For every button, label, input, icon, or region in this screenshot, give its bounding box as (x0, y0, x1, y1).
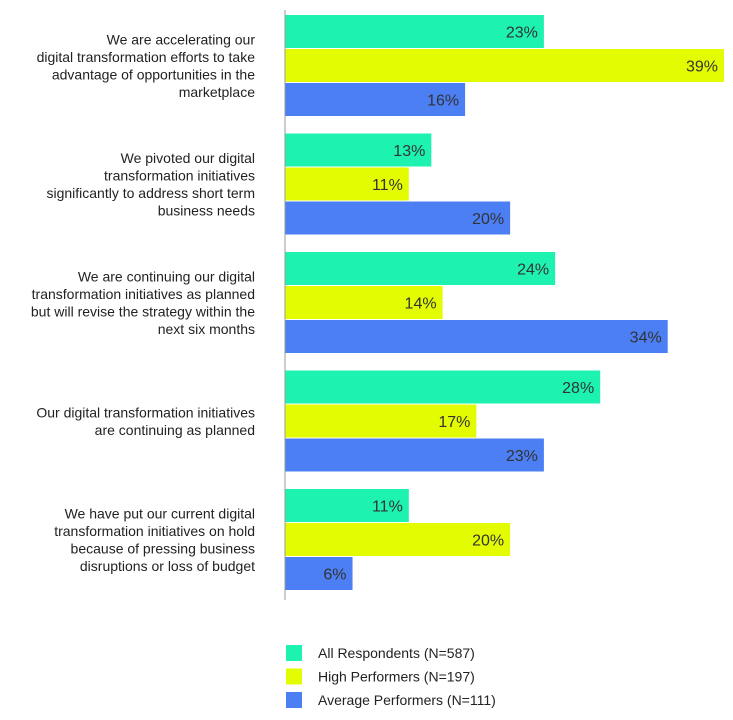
category-label-line: We pivoted our digital (121, 150, 255, 166)
value-label-3-series-1: 24% (517, 262, 549, 279)
category-label-line: are continuing as planned (95, 422, 255, 438)
value-label-2-series-2: 11% (372, 177, 403, 194)
value-label-2-series-3: 20% (472, 211, 504, 228)
value-label-2-series-1: 13% (393, 143, 425, 160)
category-label-line: transformation initiatives (104, 167, 255, 183)
bar-4-series-1 (285, 370, 601, 404)
bar-2-series-1 (285, 133, 432, 167)
value-label-1-series-3: 16% (427, 93, 459, 110)
bar-4-series-2 (285, 404, 477, 438)
bar-4-series-3 (285, 438, 544, 472)
legend-swatch-1 (286, 645, 302, 661)
category-label-line: next six months (158, 321, 255, 337)
value-label-3-series-2: 14% (405, 296, 437, 313)
bars-layer: 23% 39% 16% 13% 11% 20% 24% 14% 34% 28% 17% 23% 11% 2… (285, 15, 724, 590)
category-label-line: We have put our current digital (65, 505, 255, 521)
value-label-3-series-3: 34% (630, 330, 662, 347)
category-label-3: We are continuing our digital transformat… (31, 268, 255, 337)
bar-5-series-1 (285, 489, 409, 522)
legend: All Respondents (N=587) High Performers (… (286, 645, 496, 708)
legend-label-1: All Respondents (N=587) (318, 645, 475, 661)
bar-2-series-3 (285, 201, 511, 235)
legend-swatch-3 (286, 692, 302, 708)
category-label-line: transformation initiatives as planned (32, 286, 255, 302)
category-label-line: marketplace (179, 84, 255, 100)
category-label-line: transformation initiatives on hold (54, 523, 255, 539)
bar-3-series-3 (285, 320, 668, 353)
category-label-line: but will revise the strategy within the (31, 303, 255, 319)
bar-3-series-1 (285, 252, 556, 285)
category-label-4: Our digital transformation initiatives ar… (36, 404, 255, 438)
legend-swatch-2 (286, 668, 302, 685)
bar-1-series-2 (285, 49, 724, 82)
bar-3-series-2 (285, 286, 443, 319)
value-label-4-series-2: 17% (438, 414, 470, 431)
bar-1-series-3 (285, 83, 466, 116)
bar-1-series-1 (285, 15, 544, 48)
value-label-5-series-1: 11% (372, 499, 403, 516)
value-label-5-series-3: 6% (323, 567, 346, 584)
category-label-line: business needs (158, 202, 255, 218)
category-label-line: because of pressing business (71, 540, 255, 556)
category-label-line: digital transformation efforts to take (37, 49, 256, 65)
category-label-line: significantly to address short term (46, 185, 255, 201)
bar-2-series-2 (285, 167, 409, 201)
bar-5-series-2 (285, 523, 511, 556)
legend-label-3: Average Performers (N=111) (318, 692, 496, 708)
legend-label-2: High Performers (N=197) (318, 669, 475, 685)
value-label-4-series-3: 23% (506, 448, 538, 465)
category-label-line: We are continuing our digital (78, 268, 255, 284)
category-label-line: We are accelerating our (107, 31, 256, 47)
value-label-4-series-1: 28% (562, 380, 594, 397)
category-label-2: We pivoted our digital transformation ini… (46, 150, 255, 219)
category-labels: We are accelerating our digital transform… (31, 31, 255, 574)
value-label-1-series-1: 23% (506, 25, 538, 42)
category-label-line: advantage of opportunities in the (52, 66, 255, 82)
category-label-5: We have put our current digital transform… (54, 505, 255, 574)
bar-5-series-3 (285, 557, 353, 590)
category-label-1: We are accelerating our digital transform… (37, 31, 256, 100)
category-label-line: Our digital transformation initiatives (36, 404, 255, 420)
value-label-5-series-2: 20% (472, 533, 504, 550)
category-label-line: disruptions or loss of budget (80, 558, 255, 574)
value-label-1-series-2: 39% (686, 59, 718, 76)
